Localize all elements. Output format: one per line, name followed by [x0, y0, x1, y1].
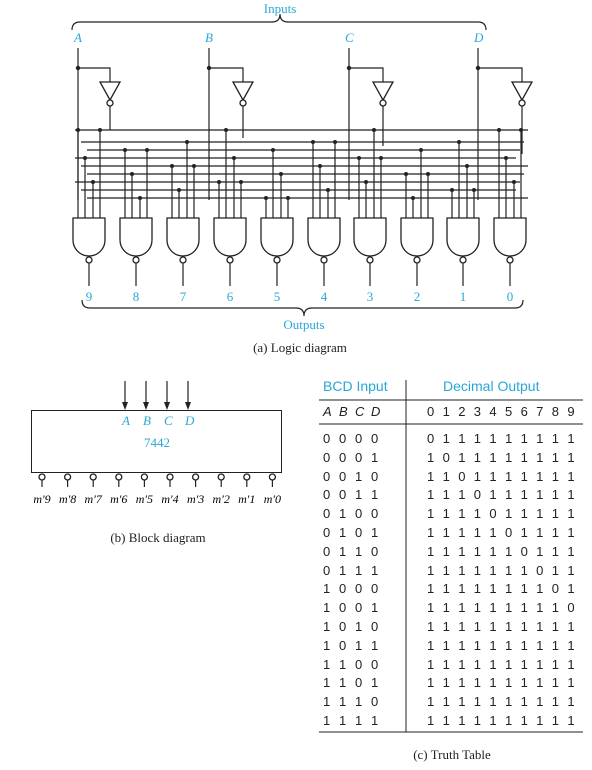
inverter-2 — [371, 81, 395, 102]
block-output-label: m′3 — [187, 492, 204, 506]
block-output-label: m′6 — [110, 492, 127, 506]
output-number: 2 — [414, 289, 421, 304]
input-a-label: A — [73, 30, 82, 45]
nand-gate-5 — [260, 217, 294, 257]
block-output-label: m′9 — [33, 492, 50, 506]
block-output-label: m′1 — [238, 492, 255, 506]
input-d-label: D — [473, 30, 484, 45]
input-c-label: C — [345, 30, 354, 45]
nand-gate-4 — [307, 217, 341, 257]
truth-table-caption: (c) Truth Table — [413, 747, 491, 762]
inverter-0 — [98, 81, 122, 102]
decoder-block — [31, 410, 282, 473]
output-number: 3 — [367, 289, 374, 304]
output-number: 6 — [227, 289, 234, 304]
inputs-label: Inputs — [264, 1, 297, 16]
nand-gate-9 — [72, 217, 106, 257]
bcd-input-header: BCD Input — [323, 378, 388, 394]
chip-label: 7442 — [144, 435, 170, 450]
input-letters: A B C D — [73, 30, 484, 45]
output-number: 7 — [180, 289, 187, 304]
block-input-c: C — [164, 413, 173, 428]
block-input-b: B — [143, 413, 151, 428]
inverter-1 — [231, 81, 255, 102]
nand-gate-3 — [353, 217, 387, 257]
inverter-3 — [510, 81, 534, 102]
nand-gate-8 — [119, 217, 153, 257]
nand-gate-7 — [166, 217, 200, 257]
block-input-a: A — [121, 413, 130, 428]
table-rules — [319, 380, 583, 733]
block-output-label: m′2 — [213, 492, 230, 506]
output-number: 8 — [133, 289, 140, 304]
block-output-label: m′4 — [161, 492, 178, 506]
block-output-label: m′0 — [264, 492, 281, 506]
block-output-label: m′7 — [85, 492, 103, 506]
nand-gate-6 — [213, 217, 247, 257]
output-number: 0 — [507, 289, 514, 304]
input-b-label: B — [205, 30, 213, 45]
output-number: 5 — [274, 289, 281, 304]
outputs-brace — [81, 299, 524, 317]
nand-gate-1 — [446, 217, 480, 257]
wiring — [75, 48, 528, 286]
nand-gate-0 — [493, 217, 527, 257]
output-number: 4 — [321, 289, 328, 304]
block-input-d: D — [184, 413, 195, 428]
block-output-label: m′5 — [136, 492, 153, 506]
decimal-output-header: Decimal Output — [443, 378, 540, 394]
logic-diagram-caption: (a) Logic diagram — [253, 340, 347, 355]
output-number: 1 — [460, 289, 467, 304]
logic-diagram: Inputs A B C D 9 8 7 6 5 4 3 2 1 0 Outputs — [71, 1, 534, 332]
nand-gate-2 — [400, 217, 434, 257]
output-number: 9 — [86, 289, 93, 304]
nand-gates: 9 8 7 6 5 4 3 2 1 0 — [72, 81, 534, 304]
block-output-label: m′8 — [59, 492, 76, 506]
block-diagram-caption: (b) Block diagram — [110, 530, 206, 545]
inputs-brace — [71, 13, 487, 31]
outputs-label: Outputs — [283, 317, 324, 332]
